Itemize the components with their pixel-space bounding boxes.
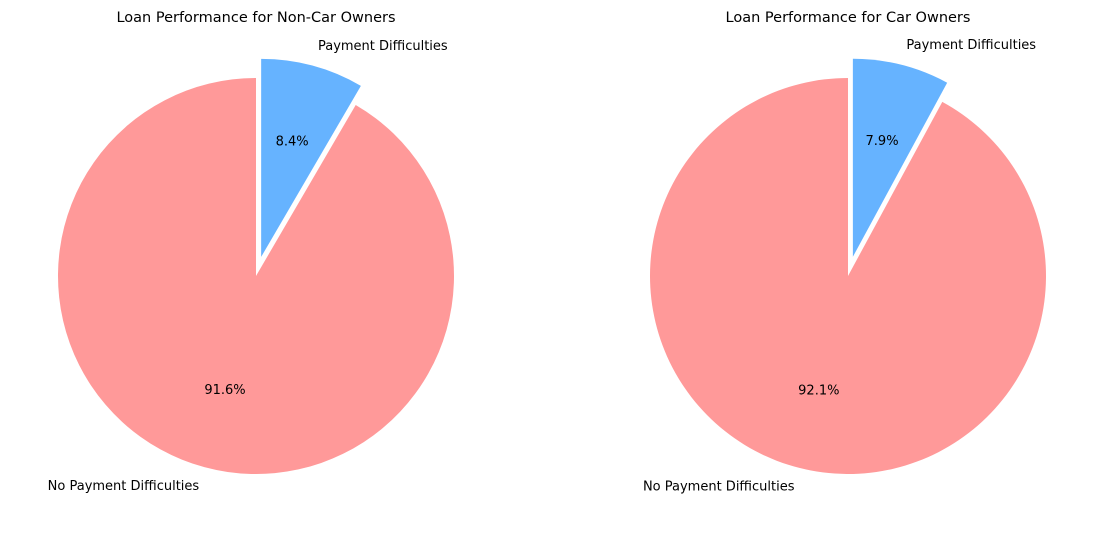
pie-slices (58, 58, 455, 474)
pie-category-label: No Payment Difficulties (643, 480, 795, 495)
pie-labels: 7.9% Payment Difficulties 92.1% No Payment … (643, 38, 1036, 494)
pie-chart-car-owners: Loan Performance for Car Owners 7.9% Paym… (643, 10, 1046, 495)
pie-slice-no-payment-difficulties (650, 78, 1046, 475)
pie-slice-payment-difficulties (852, 58, 948, 257)
pie-slices (650, 58, 1046, 475)
pie-labels: 8.4% Payment Difficulties 91.6% No Payment … (48, 39, 448, 494)
pie-category-label: No Payment Difficulties (48, 479, 200, 494)
chart-title-car-owners: Loan Performance for Car Owners (726, 10, 971, 26)
pie-percent-label: 91.6% (204, 383, 245, 398)
pie-slice-payment-difficulties (261, 58, 361, 257)
chart-title-non-car-owners: Loan Performance for Non-Car Owners (116, 10, 395, 26)
pie-percent-label: 92.1% (798, 384, 839, 399)
pie-percent-label: 8.4% (276, 135, 309, 150)
pie-slice-no-payment-difficulties (58, 78, 455, 474)
pie-category-label: Payment Difficulties (906, 38, 1036, 53)
pie-chart-non-car-owners: Loan Performance for Non-Car Owners 8.4%… (48, 10, 455, 494)
pie-percent-label: 7.9% (866, 134, 899, 149)
pie-category-label: Payment Difficulties (318, 39, 448, 54)
